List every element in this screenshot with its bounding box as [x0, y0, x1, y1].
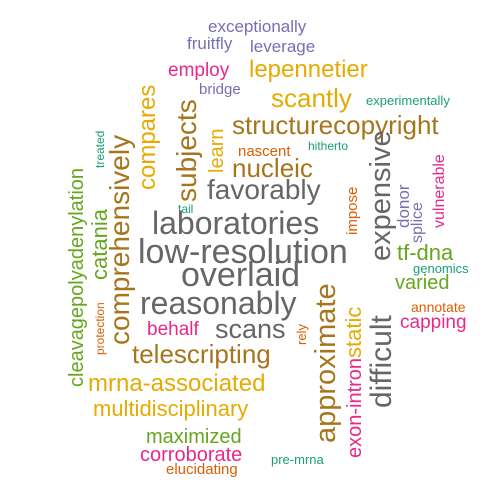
word-experimentally: experimentally — [366, 93, 450, 108]
word-varied: varied — [395, 272, 450, 294]
word-lepennetier: lepennetier — [249, 56, 368, 83]
word-nucleic: nucleic — [232, 153, 313, 183]
word-bridge: bridge — [199, 81, 241, 98]
word-multidisciplinary: multidisciplinary — [93, 396, 249, 421]
word-laboratories: laboratories — [152, 205, 320, 241]
word-expensive: expensive — [365, 130, 397, 261]
word-low-resolution: low-resolution — [138, 233, 348, 271]
word-splice: splice — [409, 202, 426, 243]
word-genomics: genomics — [413, 261, 469, 276]
word-subjects: subjects — [171, 99, 202, 202]
word-catania: catania — [87, 209, 112, 280]
word-scantly: scantly — [271, 83, 352, 113]
word-elucidating: elucidating — [166, 461, 238, 478]
word-rely: rely — [294, 324, 309, 345]
word-exceptionally: exceptionally — [208, 17, 307, 36]
word-difficult: difficult — [365, 315, 398, 408]
word-scans: scans — [215, 314, 286, 344]
word-telescripting: telescripting — [132, 339, 271, 369]
word-tf-dna: tf-dna — [397, 240, 454, 265]
word-overlaid: overlaid — [181, 256, 301, 294]
word-exon-intron: exon-intron — [344, 357, 366, 458]
word-annotate: annotate — [411, 299, 466, 315]
word-behalf: behalf — [147, 319, 199, 340]
word-learn: learn — [206, 128, 228, 173]
word-treated: treated — [93, 130, 107, 168]
word-fruitfly: fruitfly — [187, 34, 233, 53]
word-tail: tail — [178, 202, 194, 216]
word-compares: compares — [134, 84, 161, 190]
word-protection: protection — [93, 302, 107, 355]
word-impose: impose — [344, 186, 361, 235]
word-cleavagepolyadenylation: cleavagepolyadenylation — [66, 167, 88, 387]
word-maximized: maximized — [146, 426, 242, 448]
word-structurecopyright: structurecopyright — [232, 110, 439, 140]
word-reasonably: reasonably — [140, 285, 297, 321]
word-approximate: approximate — [310, 283, 342, 443]
word-employ: employ — [168, 60, 230, 81]
word-leverage: leverage — [250, 37, 316, 56]
word-capping: capping — [400, 312, 467, 333]
word-nascent: nascent — [238, 143, 291, 160]
word-pre-mrna: pre-mrna — [271, 452, 324, 467]
word-hitherto: hitherto — [308, 139, 349, 153]
word-static: static — [341, 306, 366, 358]
word-corroborate: corroborate — [140, 444, 243, 466]
word-mrna-associated: mrna-associated — [88, 370, 266, 397]
word-vulnerable: vulnerable — [431, 154, 448, 228]
word-favorably: favorably — [207, 174, 321, 205]
